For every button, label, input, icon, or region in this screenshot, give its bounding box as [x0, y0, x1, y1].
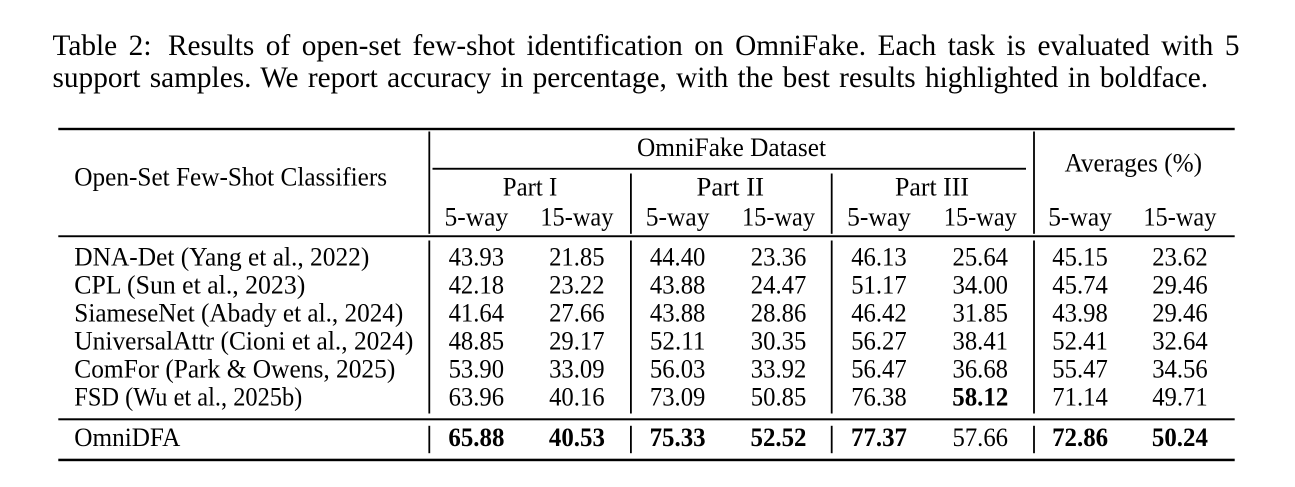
svg-text:15-way: 15-way [944, 201, 1018, 231]
svg-text:31.85: 31.85 [953, 297, 1009, 327]
svg-text:57.66: 57.66 [953, 422, 1009, 452]
svg-text:27.66: 27.66 [549, 297, 605, 327]
svg-text:30.35: 30.35 [751, 325, 807, 355]
svg-text:55.47: 55.47 [1052, 353, 1108, 383]
svg-text:23.62: 23.62 [1152, 242, 1208, 272]
svg-text:45.74: 45.74 [1052, 270, 1108, 300]
svg-text:76.38: 76.38 [851, 381, 907, 411]
svg-text:52.11: 52.11 [650, 325, 706, 355]
svg-text:15-way: 15-way [1143, 201, 1217, 231]
svg-text:40.16: 40.16 [549, 381, 605, 411]
svg-text:58.12: 58.12 [952, 381, 1008, 411]
svg-text:45.15: 45.15 [1052, 242, 1108, 272]
svg-text:72.86: 72.86 [1052, 422, 1108, 452]
svg-text:56.47: 56.47 [851, 353, 907, 383]
svg-text:38.41: 38.41 [953, 325, 1009, 355]
svg-text:40.53: 40.53 [549, 422, 605, 452]
svg-text:42.18: 42.18 [449, 270, 505, 300]
svg-text:DNA-Det (Yang et al., 2022): DNA-Det (Yang et al., 2022) [74, 242, 369, 272]
svg-text:28.86: 28.86 [751, 297, 807, 327]
svg-text:52.52: 52.52 [751, 422, 807, 452]
svg-text:65.88: 65.88 [448, 422, 504, 452]
svg-text:43.93: 43.93 [449, 242, 505, 272]
svg-text:24.47: 24.47 [751, 270, 807, 300]
svg-text:FSD (Wu et al., 2025b): FSD (Wu et al., 2025b) [74, 381, 302, 411]
svg-text:48.85: 48.85 [449, 325, 505, 355]
svg-text:34.56: 34.56 [1152, 353, 1208, 383]
svg-text:25.64: 25.64 [953, 242, 1009, 272]
svg-text:43.88: 43.88 [650, 270, 706, 300]
svg-text:Averages (%): Averages (%) [1065, 147, 1202, 177]
svg-text:73.09: 73.09 [650, 381, 706, 411]
svg-text:33.09: 33.09 [549, 353, 605, 383]
svg-text:29.17: 29.17 [549, 325, 605, 355]
svg-text:OmniDFA: OmniDFA [74, 422, 181, 452]
svg-text:33.92: 33.92 [751, 353, 807, 383]
svg-text:77.37: 77.37 [851, 422, 907, 452]
svg-text:Open-Set Few-Shot Classifiers: Open-Set Few-Shot Classifiers [74, 162, 387, 192]
svg-text:36.68: 36.68 [953, 353, 1009, 383]
svg-text:CPL (Sun et al., 2023): CPL (Sun et al., 2023) [74, 270, 305, 300]
svg-text:53.90: 53.90 [449, 353, 505, 383]
svg-text:5-way: 5-way [1048, 201, 1112, 231]
svg-text:UniversalAttr (Cioni et al., 2: UniversalAttr (Cioni et al., 2024) [74, 325, 413, 355]
svg-text:Part III: Part III [895, 172, 969, 202]
svg-text:Part II: Part II [697, 172, 765, 202]
svg-text:29.46: 29.46 [1152, 297, 1208, 327]
svg-text:56.03: 56.03 [650, 353, 706, 383]
svg-text:5-way: 5-way [646, 201, 710, 231]
svg-text:5-way: 5-way [445, 201, 509, 231]
svg-text:51.17: 51.17 [851, 270, 907, 300]
svg-text:44.40: 44.40 [650, 242, 706, 272]
svg-text:Part I: Part I [503, 172, 558, 202]
svg-text:56.27: 56.27 [851, 325, 907, 355]
svg-text:32.64: 32.64 [1152, 325, 1208, 355]
svg-text:50.85: 50.85 [751, 381, 807, 411]
svg-text:52.41: 52.41 [1052, 325, 1108, 355]
svg-text:49.71: 49.71 [1152, 381, 1208, 411]
svg-text:15-way: 15-way [742, 201, 816, 231]
svg-text:71.14: 71.14 [1052, 381, 1108, 411]
svg-text:15-way: 15-way [540, 201, 614, 231]
svg-text:63.96: 63.96 [449, 381, 505, 411]
svg-text:23.22: 23.22 [549, 270, 605, 300]
svg-text:ComFor (Park & Owens, 2025): ComFor (Park & Owens, 2025) [74, 353, 395, 383]
svg-text:41.64: 41.64 [449, 297, 505, 327]
svg-text:75.33: 75.33 [650, 422, 706, 452]
svg-text:43.88: 43.88 [650, 297, 706, 327]
svg-text:5-way: 5-way [847, 201, 911, 231]
svg-text:29.46: 29.46 [1152, 270, 1208, 300]
svg-text:50.24: 50.24 [1152, 422, 1208, 452]
svg-text:43.98: 43.98 [1052, 297, 1108, 327]
svg-text:23.36: 23.36 [751, 242, 807, 272]
svg-text:46.42: 46.42 [851, 297, 907, 327]
svg-text:SiameseNet (Abady et al., 2024: SiameseNet (Abady et al., 2024) [74, 297, 403, 327]
svg-text:OmniFake Dataset: OmniFake Dataset [637, 132, 827, 162]
svg-text:46.13: 46.13 [851, 242, 907, 272]
svg-text:21.85: 21.85 [549, 242, 605, 272]
svg-text:34.00: 34.00 [953, 270, 1009, 300]
